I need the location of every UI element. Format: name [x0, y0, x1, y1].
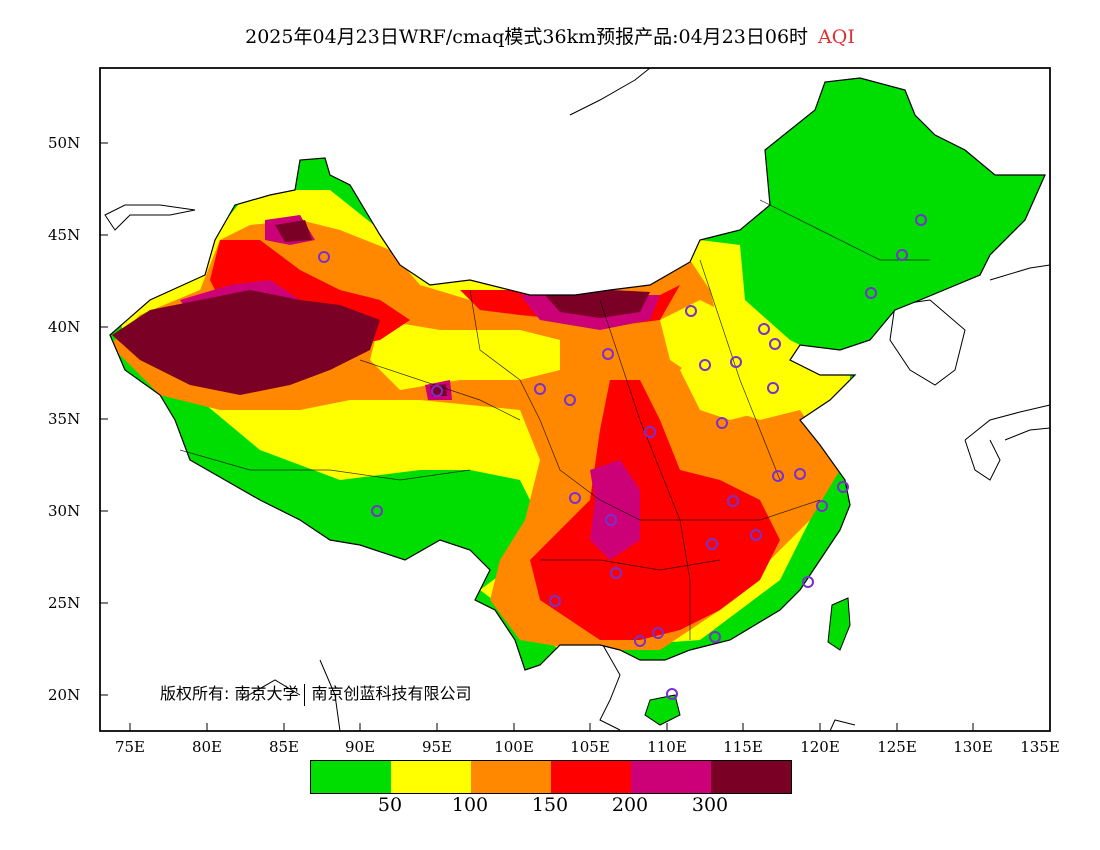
station-marker: [709, 631, 721, 643]
lon-label: 90E: [344, 738, 376, 756]
station-marker: [727, 495, 739, 507]
legend-swatch: [631, 761, 711, 793]
station-marker: [318, 251, 330, 263]
lon-label: 100E: [494, 738, 534, 756]
station-marker: [699, 359, 711, 371]
separator: [304, 683, 306, 706]
station-marker: [767, 382, 779, 394]
station-marker: [837, 481, 849, 493]
station-marker: [666, 688, 678, 700]
legend-swatch: [311, 761, 391, 793]
legend-tick: 50: [377, 794, 403, 816]
aqi-legend: [310, 760, 792, 794]
legend-swatch: [711, 761, 791, 793]
legend-tick: 150: [531, 794, 569, 816]
lat-label: 40N: [48, 318, 81, 336]
lon-label: 115E: [723, 738, 763, 756]
station-marker: [802, 576, 814, 588]
lon-label: 85E: [268, 738, 300, 756]
station-marker: [644, 426, 656, 438]
station-marker: [716, 417, 728, 429]
title-variable: AQI: [818, 26, 855, 48]
station-marker: [534, 383, 546, 395]
station-marker: [896, 249, 908, 261]
station-marker: [569, 492, 581, 504]
station-marker: [865, 287, 877, 299]
station-marker: [772, 470, 784, 482]
taiwan-island: [827, 597, 851, 651]
copyright-owner: 版权所有: 南京大学: [160, 684, 299, 703]
legend-swatch: [551, 761, 631, 793]
legend-tick: 100: [451, 794, 489, 816]
lat-label: 50N: [48, 134, 81, 152]
station-marker: [602, 348, 614, 360]
lat-label: 25N: [48, 594, 81, 612]
copyright-notice: 版权所有: 南京大学 南京创蓝科技有限公司: [160, 680, 472, 706]
lon-label: 135E: [1020, 738, 1060, 756]
lon-label: 125E: [877, 738, 917, 756]
lon-label: 120E: [800, 738, 840, 756]
station-marker: [730, 356, 742, 368]
station-marker: [634, 635, 646, 647]
station-marker: [769, 338, 781, 350]
lon-label: 80E: [191, 738, 223, 756]
legend-tick: 200: [611, 794, 649, 816]
station-marker: [605, 514, 617, 526]
lon-label: 130E: [953, 738, 993, 756]
station-marker: [652, 627, 664, 639]
legend-swatch: [471, 761, 551, 793]
lat-label: 20N: [48, 686, 81, 704]
hainan-island: [644, 694, 681, 726]
station-marker: [794, 468, 806, 480]
station-marker: [685, 305, 697, 317]
station-markers: [318, 214, 927, 700]
lat-label: 35N: [48, 410, 81, 428]
station-marker: [915, 214, 927, 226]
title-main: 2025年04月23日WRF/cmaq模式36km预报产品:04月23日06时: [245, 26, 809, 48]
station-marker: [816, 500, 828, 512]
lon-label: 75E: [114, 738, 146, 756]
lat-label: 45N: [48, 226, 81, 244]
province-borders: [179, 199, 930, 640]
station-marker: [371, 505, 383, 517]
station-marker: [758, 323, 770, 335]
axis-ticks: [100, 142, 974, 731]
lon-label: 95E: [421, 738, 453, 756]
station-marker: [610, 567, 622, 579]
station-marker: [549, 595, 561, 607]
station-marker: [431, 385, 443, 397]
lon-label: 110E: [647, 738, 687, 756]
legend-swatch: [391, 761, 471, 793]
station-marker: [564, 394, 576, 406]
legend-tick: 300: [691, 794, 729, 816]
lat-label: 30N: [48, 502, 81, 520]
copyright-partner: 南京创蓝科技有限公司: [311, 684, 472, 703]
station-marker: [706, 538, 718, 550]
neighbor-coastlines: [104, 67, 1051, 732]
map-title: 2025年04月23日WRF/cmaq模式36km预报产品:04月23日06时 A…: [0, 22, 1100, 49]
station-marker: [750, 529, 762, 541]
lon-label: 105E: [570, 738, 610, 756]
